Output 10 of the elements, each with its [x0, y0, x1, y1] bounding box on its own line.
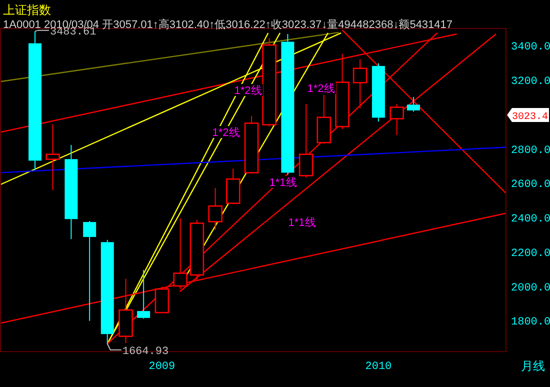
annotation: 1*1线 — [269, 177, 297, 189]
annotation: 1*2线 — [234, 85, 262, 97]
xlabel: 月线 — [521, 359, 545, 373]
annotation: 1*1线 — [288, 217, 316, 229]
title: 上证指数 — [3, 3, 51, 17]
annotation: 3483.61 — [50, 26, 96, 38]
annotation: 1*2线 — [307, 83, 335, 95]
annotation: 1*2线 — [212, 127, 240, 139]
annotation: 3023.4 — [512, 112, 548, 123]
annotation: 1664.93 — [122, 346, 169, 358]
